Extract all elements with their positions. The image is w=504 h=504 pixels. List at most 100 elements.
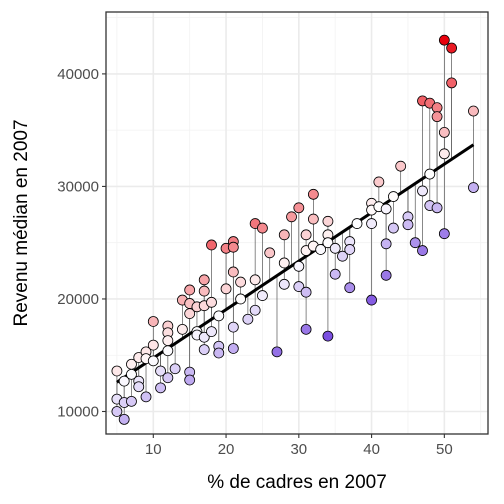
y-axis-title: Revenu médian en 2007 <box>11 119 32 326</box>
x-tick-label: 30 <box>290 441 307 458</box>
data-point <box>322 237 334 249</box>
data-point <box>293 281 305 292</box>
data-point <box>438 148 450 160</box>
data-point <box>300 229 312 241</box>
data-point <box>147 316 159 327</box>
data-point <box>402 219 414 231</box>
x-tick-label: 40 <box>363 441 380 458</box>
data-point <box>424 168 436 180</box>
data-point <box>417 245 428 256</box>
x-axis: 10 20 30 40 50 <box>145 434 453 458</box>
data-point <box>111 365 123 377</box>
x-tick-label: 50 <box>436 441 453 458</box>
data-point <box>366 218 377 229</box>
data-point <box>380 269 392 281</box>
data-point <box>227 266 239 278</box>
data-point <box>235 276 247 288</box>
data-point <box>344 282 356 294</box>
data-point <box>329 242 341 254</box>
data-point <box>300 323 312 335</box>
data-point <box>293 260 305 272</box>
data-point <box>213 347 225 359</box>
data-point <box>227 241 239 253</box>
data-point <box>438 228 450 240</box>
data-point <box>162 372 174 384</box>
data-point <box>184 374 196 386</box>
x-axis-title: % de cadres en 2007 <box>207 472 387 493</box>
data-point <box>198 274 210 286</box>
plot-panel <box>106 12 488 434</box>
data-point <box>155 382 166 394</box>
data-point <box>307 213 319 225</box>
data-point <box>366 294 377 306</box>
data-point <box>242 313 254 325</box>
data-point <box>446 77 458 89</box>
data-point <box>249 304 261 316</box>
data-point <box>220 283 232 295</box>
data-point <box>329 268 341 280</box>
data-point <box>184 284 196 296</box>
data-point <box>227 321 239 333</box>
data-point <box>388 222 399 234</box>
data-point <box>162 335 174 346</box>
data-point <box>373 176 385 188</box>
data-point <box>438 34 450 46</box>
data-point <box>249 274 261 286</box>
data-point <box>388 191 399 202</box>
data-point <box>351 218 363 229</box>
data-point <box>184 308 196 319</box>
data-point <box>198 331 210 343</box>
data-point <box>162 345 174 357</box>
data-point <box>206 326 217 337</box>
data-point <box>271 346 283 358</box>
data-point <box>278 229 290 241</box>
data-point <box>468 182 479 193</box>
data-point <box>198 344 210 356</box>
data-point <box>235 293 247 305</box>
data-point <box>431 202 443 214</box>
data-point <box>307 188 319 200</box>
data-point <box>315 244 327 255</box>
data-point <box>293 202 305 214</box>
y-tick-label: 40000 <box>57 66 99 83</box>
data-point <box>278 257 290 269</box>
data-point <box>278 278 290 290</box>
y-axis: 10000 20000 30000 40000 <box>57 66 106 420</box>
data-point <box>227 343 239 354</box>
data-points <box>111 34 479 425</box>
data-point <box>417 185 428 197</box>
data-point <box>438 127 450 138</box>
data-point <box>431 102 443 114</box>
data-point <box>395 160 407 172</box>
data-point <box>213 310 225 322</box>
data-point <box>257 290 268 301</box>
data-point <box>206 239 217 251</box>
data-point <box>380 238 392 250</box>
plot-border <box>105 11 489 435</box>
x-tick-label: 10 <box>145 441 162 458</box>
data-point <box>286 211 297 223</box>
data-point <box>118 413 130 425</box>
data-point <box>380 203 392 215</box>
data-point <box>337 250 348 262</box>
data-point <box>118 375 130 387</box>
data-point <box>176 323 188 335</box>
data-point <box>468 105 479 117</box>
data-point <box>409 237 421 249</box>
data-point <box>264 247 276 259</box>
data-point <box>206 296 217 308</box>
data-point <box>446 42 458 54</box>
data-point <box>133 381 145 393</box>
data-point <box>300 286 312 298</box>
data-point <box>322 215 334 227</box>
data-point <box>431 111 443 123</box>
data-point <box>147 355 159 367</box>
y-tick-label: 10000 <box>57 403 99 420</box>
x-tick-label: 20 <box>218 441 235 458</box>
data-point <box>111 406 123 417</box>
grid <box>106 12 488 434</box>
data-point <box>155 365 166 377</box>
data-point <box>126 395 137 407</box>
data-point <box>322 330 334 342</box>
